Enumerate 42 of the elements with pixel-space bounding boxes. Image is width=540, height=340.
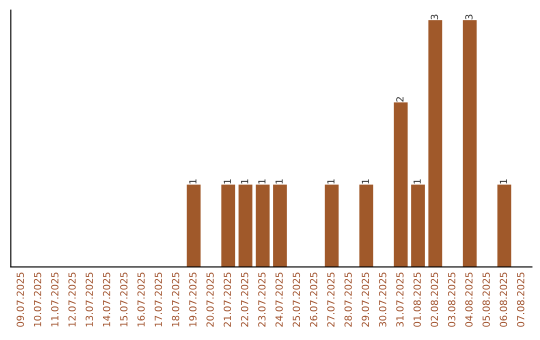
x-tick-label: 21.07.2025 xyxy=(224,272,232,327)
data-label: 1 xyxy=(276,179,283,184)
x-tick-label: 10.07.2025 xyxy=(34,272,42,326)
x-tick-label: 23.07.2025 xyxy=(258,272,266,327)
data-label: 1 xyxy=(362,179,369,184)
x-tick-label: 17.07.2025 xyxy=(154,272,162,326)
data-label: 1 xyxy=(241,179,248,184)
x-tick-label: 19.07.2025 xyxy=(189,272,197,326)
data-label: 1 xyxy=(327,179,334,184)
x-tick-label: 29.07.2025 xyxy=(362,272,370,327)
data-label: 3 xyxy=(430,14,438,20)
x-tick-label: 24.07.2025 xyxy=(275,272,283,327)
x-tick-label: 09.07.2025 xyxy=(16,272,24,327)
data-label: 1 xyxy=(258,179,266,184)
data-label: 3 xyxy=(465,14,473,20)
x-tick-label: 15.07.2025 xyxy=(120,272,128,326)
data-label: 1 xyxy=(414,179,421,184)
x-tick-label: 31.07.2025 xyxy=(396,272,404,327)
x-tick-label: 22.07.2025 xyxy=(240,272,248,327)
x-tick-label: 13.07.2025 xyxy=(86,272,93,326)
x-tick-label: 01.08.2025 xyxy=(413,272,421,327)
x-tick-label: 26.07.2025 xyxy=(310,272,318,327)
x-tick-label: 05.08.2025 xyxy=(482,272,490,327)
x-tick-label: 14.07.2025 xyxy=(102,272,110,326)
x-tick-label: 30.07.2025 xyxy=(378,272,386,327)
x-tick-label: 02.08.2025 xyxy=(430,272,438,327)
x-tick-label: 12.07.2025 xyxy=(68,272,76,326)
x-tick-label: 04.08.2025 xyxy=(465,272,473,327)
x-tick-label: 06.08.2025 xyxy=(500,272,508,327)
x-tick-label: 11.07.2025 xyxy=(51,272,58,326)
data-label: 1 xyxy=(224,179,231,184)
x-tick-label: 28.07.2025 xyxy=(344,272,352,327)
x-tick-label: 03.08.2025 xyxy=(448,272,456,327)
data-label: 1 xyxy=(189,179,196,184)
x-tick-label: 25.07.2025 xyxy=(292,272,300,327)
x-tick-label: 18.07.2025 xyxy=(172,272,180,326)
x-tick-label: 16.07.2025 xyxy=(137,272,145,326)
data-label: 2 xyxy=(396,97,404,102)
data-label: 1 xyxy=(500,179,507,184)
x-tick-label: 27.07.2025 xyxy=(327,272,335,327)
x-tick-label: 20.07.2025 xyxy=(206,272,214,327)
x-tick-label: 07.08.2025 xyxy=(517,272,524,327)
